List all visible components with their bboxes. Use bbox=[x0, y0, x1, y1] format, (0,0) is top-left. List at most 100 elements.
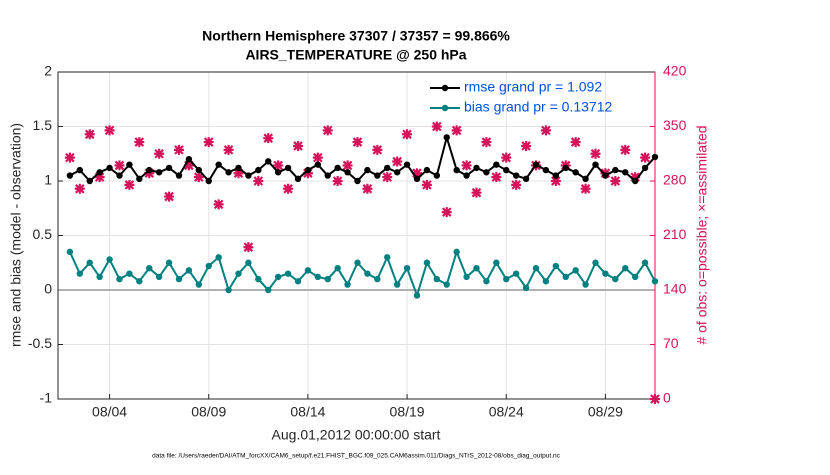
obs-marker bbox=[382, 172, 393, 183]
series-marker bbox=[503, 275, 510, 283]
series-marker bbox=[354, 177, 361, 185]
y-tick-label: 1 bbox=[44, 172, 52, 188]
obs-marker bbox=[630, 172, 641, 183]
obs-marker bbox=[640, 152, 651, 163]
series-marker bbox=[493, 259, 500, 266]
series-marker bbox=[651, 278, 659, 285]
obs-marker bbox=[322, 125, 333, 136]
y-tick-label: -0.5 bbox=[28, 335, 52, 351]
series-marker bbox=[304, 267, 312, 274]
series-marker bbox=[483, 169, 490, 176]
obs-marker bbox=[511, 179, 522, 190]
y-tick-label: 0 bbox=[44, 281, 52, 297]
series-marker bbox=[225, 169, 232, 176]
obs-marker bbox=[362, 183, 373, 194]
series-marker bbox=[463, 172, 470, 179]
series-marker bbox=[473, 265, 480, 272]
series-marker bbox=[116, 172, 123, 179]
y-axis-label: rmse and bias (model - observation) bbox=[8, 123, 24, 347]
y2-tick-label: 70 bbox=[663, 335, 679, 351]
y2-tick-label: 140 bbox=[663, 281, 687, 297]
series-marker bbox=[245, 259, 252, 266]
series-marker bbox=[443, 134, 450, 141]
series-marker bbox=[185, 156, 193, 163]
series-marker bbox=[96, 169, 103, 176]
series-marker bbox=[66, 248, 74, 256]
series-marker bbox=[453, 248, 460, 256]
x-tick-label: 08/14 bbox=[290, 404, 325, 420]
series-marker bbox=[542, 166, 550, 174]
y2-axis-label: # of obs: o=possible; ×=assimilated bbox=[694, 125, 710, 344]
obs-marker bbox=[64, 152, 75, 163]
series-marker bbox=[582, 281, 589, 288]
obs-marker bbox=[114, 160, 125, 171]
series-marker bbox=[255, 275, 262, 283]
series-marker bbox=[344, 169, 351, 176]
series-marker bbox=[205, 262, 212, 270]
series-marker bbox=[185, 267, 193, 274]
series-marker bbox=[146, 265, 153, 272]
series-marker bbox=[602, 172, 609, 179]
x-tick-label: 08/29 bbox=[588, 404, 623, 420]
series-marker bbox=[175, 275, 183, 283]
series-marker bbox=[552, 172, 560, 179]
series-marker bbox=[572, 169, 579, 176]
y2-tick-label: 0 bbox=[663, 390, 671, 406]
series-marker bbox=[403, 265, 411, 272]
series-marker bbox=[493, 161, 500, 168]
series-marker bbox=[532, 161, 540, 168]
y-tick-label: 1.5 bbox=[33, 117, 53, 133]
obs-marker bbox=[451, 125, 462, 136]
series-marker bbox=[562, 273, 569, 281]
obs-marker bbox=[173, 144, 184, 155]
series-marker bbox=[235, 164, 242, 172]
legend-marker bbox=[441, 84, 449, 92]
x-tick-label: 08/04 bbox=[92, 404, 127, 420]
y2-tick-label: 420 bbox=[663, 63, 687, 79]
series-marker bbox=[433, 275, 441, 283]
legend-label: bias grand pr = 0.13712 bbox=[464, 99, 612, 115]
series-marker bbox=[384, 164, 391, 172]
series-marker bbox=[483, 278, 490, 285]
series-marker bbox=[136, 278, 143, 285]
series-marker bbox=[542, 278, 550, 285]
series-marker bbox=[532, 265, 540, 272]
series-marker bbox=[334, 265, 341, 272]
obs-marker bbox=[372, 144, 383, 155]
series-marker bbox=[393, 281, 401, 288]
series-marker bbox=[205, 177, 212, 185]
obs-marker bbox=[312, 152, 323, 163]
obs-marker bbox=[570, 137, 581, 148]
series-marker bbox=[592, 161, 599, 168]
series-marker bbox=[631, 177, 639, 185]
obs-marker bbox=[193, 172, 204, 183]
x-tick-label: 08/09 bbox=[191, 404, 226, 420]
series-marker bbox=[146, 166, 153, 174]
obs-marker bbox=[84, 129, 95, 140]
series-marker bbox=[374, 172, 381, 179]
obs-marker bbox=[550, 176, 561, 186]
y2-tick-label: 210 bbox=[663, 226, 687, 242]
obs-marker bbox=[273, 160, 284, 171]
series-marker bbox=[126, 270, 133, 277]
series-marker bbox=[215, 254, 222, 261]
obs-marker bbox=[233, 168, 244, 179]
series-marker bbox=[413, 292, 421, 299]
series-marker bbox=[651, 153, 659, 161]
series-marker bbox=[116, 275, 123, 283]
series-marker bbox=[602, 270, 609, 277]
series-marker bbox=[284, 164, 292, 172]
series-marker bbox=[126, 161, 133, 168]
series-marker bbox=[512, 172, 520, 179]
series-marker bbox=[284, 270, 292, 277]
series-marker bbox=[165, 259, 173, 266]
series-marker bbox=[562, 164, 569, 172]
series-marker bbox=[215, 161, 222, 168]
obs-marker bbox=[471, 187, 482, 198]
series-marker bbox=[255, 166, 262, 174]
series-marker bbox=[403, 161, 411, 168]
y-tick-label: 2 bbox=[44, 63, 52, 79]
obs-marker bbox=[352, 137, 363, 148]
series-marker bbox=[334, 164, 341, 172]
series-marker bbox=[136, 175, 143, 183]
